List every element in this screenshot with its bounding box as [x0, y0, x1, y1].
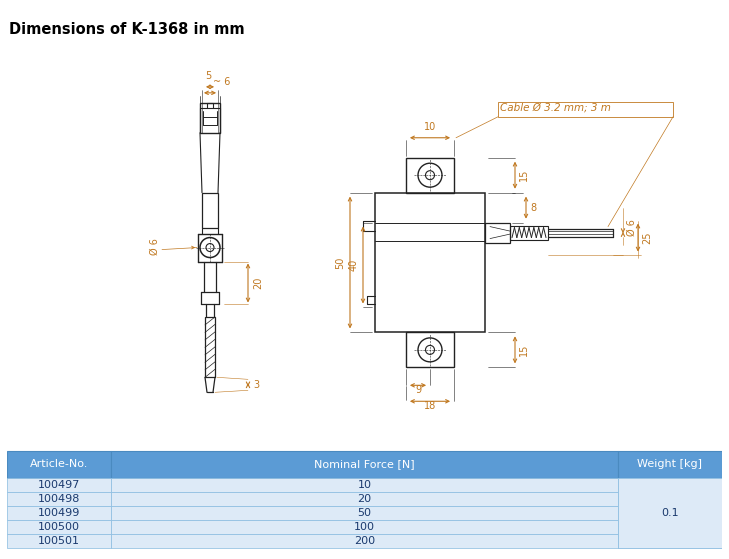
Text: Ø 6: Ø 6: [627, 219, 637, 236]
Text: 100497: 100497: [38, 480, 80, 490]
Text: 15: 15: [519, 169, 529, 181]
Text: 200: 200: [354, 536, 375, 546]
Text: 100501: 100501: [38, 536, 80, 546]
Text: Dimensions of K-1368 in mm: Dimensions of K-1368 in mm: [9, 22, 244, 37]
Text: 100498: 100498: [38, 494, 80, 504]
Bar: [510, 226, 548, 240]
Bar: [111, 506, 618, 520]
Bar: [7, 506, 111, 520]
Text: 25: 25: [642, 231, 652, 244]
Bar: [200, 103, 220, 133]
Text: 5: 5: [205, 71, 211, 81]
Text: 20: 20: [357, 494, 372, 504]
Text: 10: 10: [424, 122, 436, 132]
Text: 40: 40: [349, 259, 359, 271]
Text: 100499: 100499: [38, 508, 80, 518]
Text: Ø 6: Ø 6: [150, 238, 160, 254]
Bar: [7, 534, 111, 548]
Text: 0.1: 0.1: [661, 508, 679, 518]
Text: 10: 10: [357, 480, 372, 490]
Text: ~ 6: ~ 6: [213, 77, 230, 87]
Bar: [7, 492, 111, 506]
Text: Article-No.: Article-No.: [30, 459, 88, 470]
Text: 100: 100: [354, 522, 375, 532]
Bar: [618, 451, 722, 478]
Bar: [485, 222, 510, 243]
Text: 8: 8: [530, 202, 536, 212]
Bar: [111, 520, 618, 534]
Text: Cable Ø 3.2 mm; 3 m: Cable Ø 3.2 mm; 3 m: [500, 103, 611, 113]
Bar: [111, 534, 618, 548]
Bar: [202, 193, 218, 228]
Bar: [406, 333, 454, 367]
Text: 9: 9: [415, 385, 421, 395]
Bar: [618, 492, 722, 506]
Bar: [406, 158, 454, 193]
Bar: [111, 492, 618, 506]
Text: 100500: 100500: [38, 522, 80, 532]
Text: 50: 50: [335, 257, 345, 269]
Bar: [7, 520, 111, 534]
Text: 50: 50: [357, 508, 372, 518]
Text: 18: 18: [424, 401, 436, 411]
Text: 20: 20: [253, 277, 263, 289]
Text: Nominal Force [N]: Nominal Force [N]: [314, 459, 415, 470]
Bar: [498, 102, 673, 117]
Text: 15: 15: [519, 344, 529, 356]
Bar: [618, 534, 722, 548]
Text: Weight [kg]: Weight [kg]: [637, 459, 703, 470]
Bar: [618, 520, 722, 534]
Bar: [375, 193, 485, 333]
Bar: [618, 478, 722, 548]
Bar: [111, 478, 618, 492]
Bar: [7, 478, 111, 492]
Bar: [618, 478, 722, 492]
Bar: [618, 506, 722, 520]
Bar: [111, 451, 618, 478]
Text: 3: 3: [253, 380, 259, 390]
Bar: [7, 451, 111, 478]
